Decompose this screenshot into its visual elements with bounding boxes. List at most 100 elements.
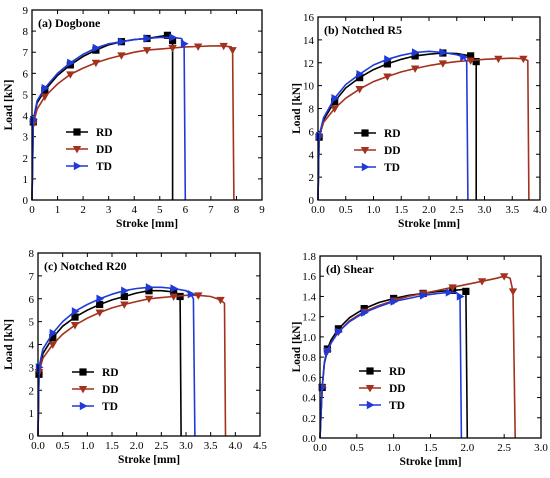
legend-marker-rd bbox=[79, 368, 87, 376]
data-point-td bbox=[361, 308, 369, 317]
y-tick-label: 6 bbox=[29, 294, 35, 306]
x-tick-label: 3.0 bbox=[534, 442, 548, 454]
x-tick-label: 0.0 bbox=[311, 204, 325, 216]
y-tick-label: 0 bbox=[29, 431, 35, 443]
y-tick-label: 7 bbox=[23, 47, 29, 59]
y-tick-label: 4 bbox=[29, 340, 35, 352]
series-dd bbox=[314, 55, 530, 201]
y-tick-label: 4 bbox=[309, 149, 315, 161]
legend-label-td: TD bbox=[102, 401, 118, 413]
series-rd bbox=[315, 49, 480, 201]
data-point-dd bbox=[499, 273, 509, 281]
y-tick-label: 3 bbox=[29, 362, 35, 374]
data-point-dd bbox=[194, 292, 203, 300]
series-rd bbox=[318, 286, 470, 439]
data-point-dd bbox=[142, 47, 152, 55]
data-point-rd bbox=[49, 334, 57, 342]
panel-title: (b) Notched R5 bbox=[324, 23, 402, 37]
data-point-rd bbox=[331, 98, 339, 106]
data-point-rd bbox=[356, 74, 364, 82]
y-tick-label: 1.8 bbox=[302, 251, 316, 263]
y-axis-title: Load [kN] bbox=[291, 322, 303, 373]
x-tick-label: 4.0 bbox=[533, 204, 547, 216]
data-point-dd bbox=[519, 55, 528, 64]
data-point-rd bbox=[96, 300, 104, 309]
legend-marker-td bbox=[366, 400, 375, 410]
y-tick-label: 0.0 bbox=[302, 433, 316, 445]
legend-label-dd: DD bbox=[384, 145, 401, 157]
data-point-rd bbox=[462, 287, 470, 295]
chart-panel-3: 0.0 0.5 1.0 1.5 2.0 2.5 3.0 3.5 4.0 4.5 0 1 2 3 4 5 6 7 8 (… bbox=[3, 248, 267, 466]
data-point-td bbox=[356, 69, 365, 79]
y-tick-label: 1.4 bbox=[302, 291, 316, 303]
series-line-rd bbox=[319, 288, 469, 439]
legend-label-td: TD bbox=[96, 161, 112, 173]
y-tick-label: 10 bbox=[303, 81, 315, 93]
y-tick-label: 0 bbox=[309, 195, 315, 207]
legend-marker-rd bbox=[361, 129, 369, 137]
y-tick-label: 3 bbox=[23, 132, 29, 144]
data-point-dd bbox=[169, 293, 178, 301]
data-point-dd bbox=[120, 301, 129, 309]
data-point-td bbox=[96, 294, 105, 303]
data-point-td bbox=[456, 292, 465, 301]
data-point-dd bbox=[193, 43, 203, 51]
data-point-td bbox=[170, 284, 179, 293]
data-point-td bbox=[419, 291, 428, 300]
chart-panel-4: 0.0 0.5 1.0 1.5 2.0 2.5 3.0 0.0 0.2 0.4 0.6 0.8 1.0 1… bbox=[291, 251, 548, 468]
x-tick-label: 1.5 bbox=[105, 440, 119, 452]
data-point-dd bbox=[70, 322, 80, 330]
y-tick-label: 9 bbox=[23, 5, 29, 17]
series-line-rd bbox=[317, 52, 478, 201]
x-tick-label: 2.5 bbox=[154, 440, 168, 452]
series-rd bbox=[29, 31, 177, 201]
data-point-dd bbox=[95, 309, 104, 317]
x-tick-label: 7 bbox=[208, 204, 214, 216]
data-point-rd bbox=[334, 325, 343, 333]
data-point-dd bbox=[466, 57, 475, 65]
y-tick-label: 2 bbox=[23, 153, 29, 165]
data-point-rd bbox=[168, 37, 177, 45]
x-axis-title: Stroke [mm] bbox=[399, 456, 461, 468]
legend-label-dd: DD bbox=[96, 144, 113, 156]
plot-frame bbox=[37, 252, 261, 437]
y-axis-title: Load [kN] bbox=[3, 80, 15, 131]
data-point-rd bbox=[145, 287, 153, 295]
y-axis-title: Load [kN] bbox=[291, 83, 303, 134]
y-axis-title: Load [kN] bbox=[3, 319, 15, 370]
y-tick-label: 4 bbox=[23, 111, 29, 123]
legend-marker-dd bbox=[360, 147, 370, 155]
x-tick-label: 4 bbox=[131, 204, 137, 216]
data-point-td bbox=[411, 48, 420, 57]
data-point-rd bbox=[360, 304, 368, 313]
data-point-rd bbox=[170, 288, 178, 296]
legend-marker-td bbox=[79, 401, 88, 411]
x-tick-label: 3.0 bbox=[478, 204, 492, 216]
data-point-td bbox=[390, 297, 399, 306]
x-tick-label: 4.5 bbox=[253, 440, 267, 452]
y-tick-label: 5 bbox=[23, 89, 29, 101]
legend-label-rd: RD bbox=[96, 127, 113, 139]
x-tick-label: 0.0 bbox=[31, 440, 45, 452]
data-point-dd bbox=[508, 288, 518, 296]
legend-marker-dd bbox=[365, 385, 375, 393]
data-point-td bbox=[384, 55, 392, 64]
x-axis-title: Stroke [mm] bbox=[116, 218, 178, 230]
x-axis-title: Stroke [mm] bbox=[398, 218, 460, 230]
data-point-dd bbox=[477, 278, 487, 286]
x-tick-label: 2.0 bbox=[422, 204, 436, 216]
series-line-td bbox=[31, 36, 187, 201]
data-point-dd bbox=[383, 73, 392, 81]
data-point-td bbox=[49, 328, 58, 338]
y-tick-label: 8 bbox=[309, 104, 315, 116]
legend-label-td: TD bbox=[384, 162, 400, 174]
data-point-dd bbox=[494, 55, 503, 64]
x-tick-label: 1 bbox=[55, 204, 61, 216]
legend: RD DD TD bbox=[72, 367, 119, 413]
data-point-dd bbox=[438, 60, 448, 68]
data-point-dd bbox=[410, 65, 420, 73]
x-tick-label: 3.5 bbox=[505, 204, 519, 216]
panel-title: (c) Notched R20 bbox=[44, 259, 127, 273]
y-tick-label: 1.6 bbox=[302, 271, 316, 283]
